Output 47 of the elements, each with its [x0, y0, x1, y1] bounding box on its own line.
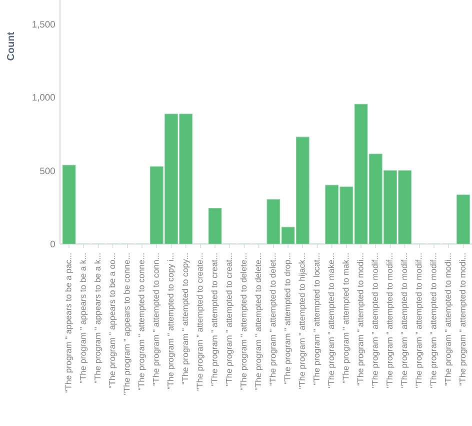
bar: [164, 114, 178, 244]
x-tick-label: "The program " attempted to delete...: [240, 253, 248, 390]
x-tick-label: "The program " attempted to modif...: [430, 253, 438, 388]
y-tick-label: 1,500: [32, 21, 55, 29]
bar: [456, 194, 470, 244]
x-tick-label: "The program " attempted to hijack...: [298, 253, 307, 389]
x-tick-label: "The program " attempted to drop...: [284, 253, 292, 384]
x-tick-label: "The program " attempted to create...: [196, 253, 204, 390]
x-tick-label: "The program " attempted to creat...: [211, 253, 219, 386]
x-tick-label: "The program " attempted to modif...: [400, 253, 409, 388]
bar: [179, 114, 193, 244]
x-tick-label: "The program " attempted to creat...: [226, 253, 234, 386]
x-tick-label: "The program " attempted to modif...: [372, 253, 380, 388]
x-tick-label: "The program " appears to be a oo...: [108, 254, 117, 388]
bar: [296, 136, 310, 244]
bar: [340, 186, 354, 244]
x-tick-label: "The program " attempted to copy...: [182, 253, 190, 384]
bar: [398, 170, 412, 244]
y-axis-title: Count: [7, 32, 14, 60]
x-tick-label: "The program " appears to be a pac...: [65, 254, 73, 392]
x-tick-label: "The program " attempted to delete...: [254, 253, 263, 390]
bar: [325, 184, 339, 244]
bar: [384, 170, 397, 244]
x-tick-label: "The program " attempted to delet...: [270, 253, 278, 386]
bar: [62, 164, 76, 244]
x-tick-label: "The program " attempted to locat...: [313, 253, 322, 385]
bar: [354, 104, 368, 244]
x-tick-label: "The program " attempted to make...: [328, 253, 336, 388]
x-tick-label: "The program " attempted to modi...: [459, 253, 468, 386]
x-tick-label: "The program " attempted to modif...: [386, 253, 394, 388]
x-tick-label: "The program " attempted to modi...: [444, 253, 453, 386]
y-tick-label: 500: [40, 168, 55, 174]
x-tick-label: "The program " attempted to mak...: [342, 253, 350, 383]
x-tick-label: "The program " attempted to modi...: [357, 253, 365, 386]
x-tick-label: "The program " attempted to copy i...: [167, 253, 176, 390]
bar: [368, 154, 382, 244]
bar: [150, 166, 164, 244]
bar: [208, 208, 222, 244]
x-tick-label: "The program " attempted to conne...: [138, 253, 146, 390]
y-tick-label: 1,000: [32, 94, 55, 102]
x-tick-label: "The program " appears to be a k...: [80, 254, 88, 383]
x-tick-label: "The program " appears to be conne...: [124, 253, 132, 395]
x-tick-label: "The program " appears to be a k...: [94, 254, 102, 383]
x-tick-label: "The program " attempted to modif...: [416, 253, 424, 388]
y-tick-label: 0: [50, 240, 55, 248]
x-tick-label: "The program " attempted to conn...: [152, 253, 161, 386]
bar: [266, 199, 280, 244]
